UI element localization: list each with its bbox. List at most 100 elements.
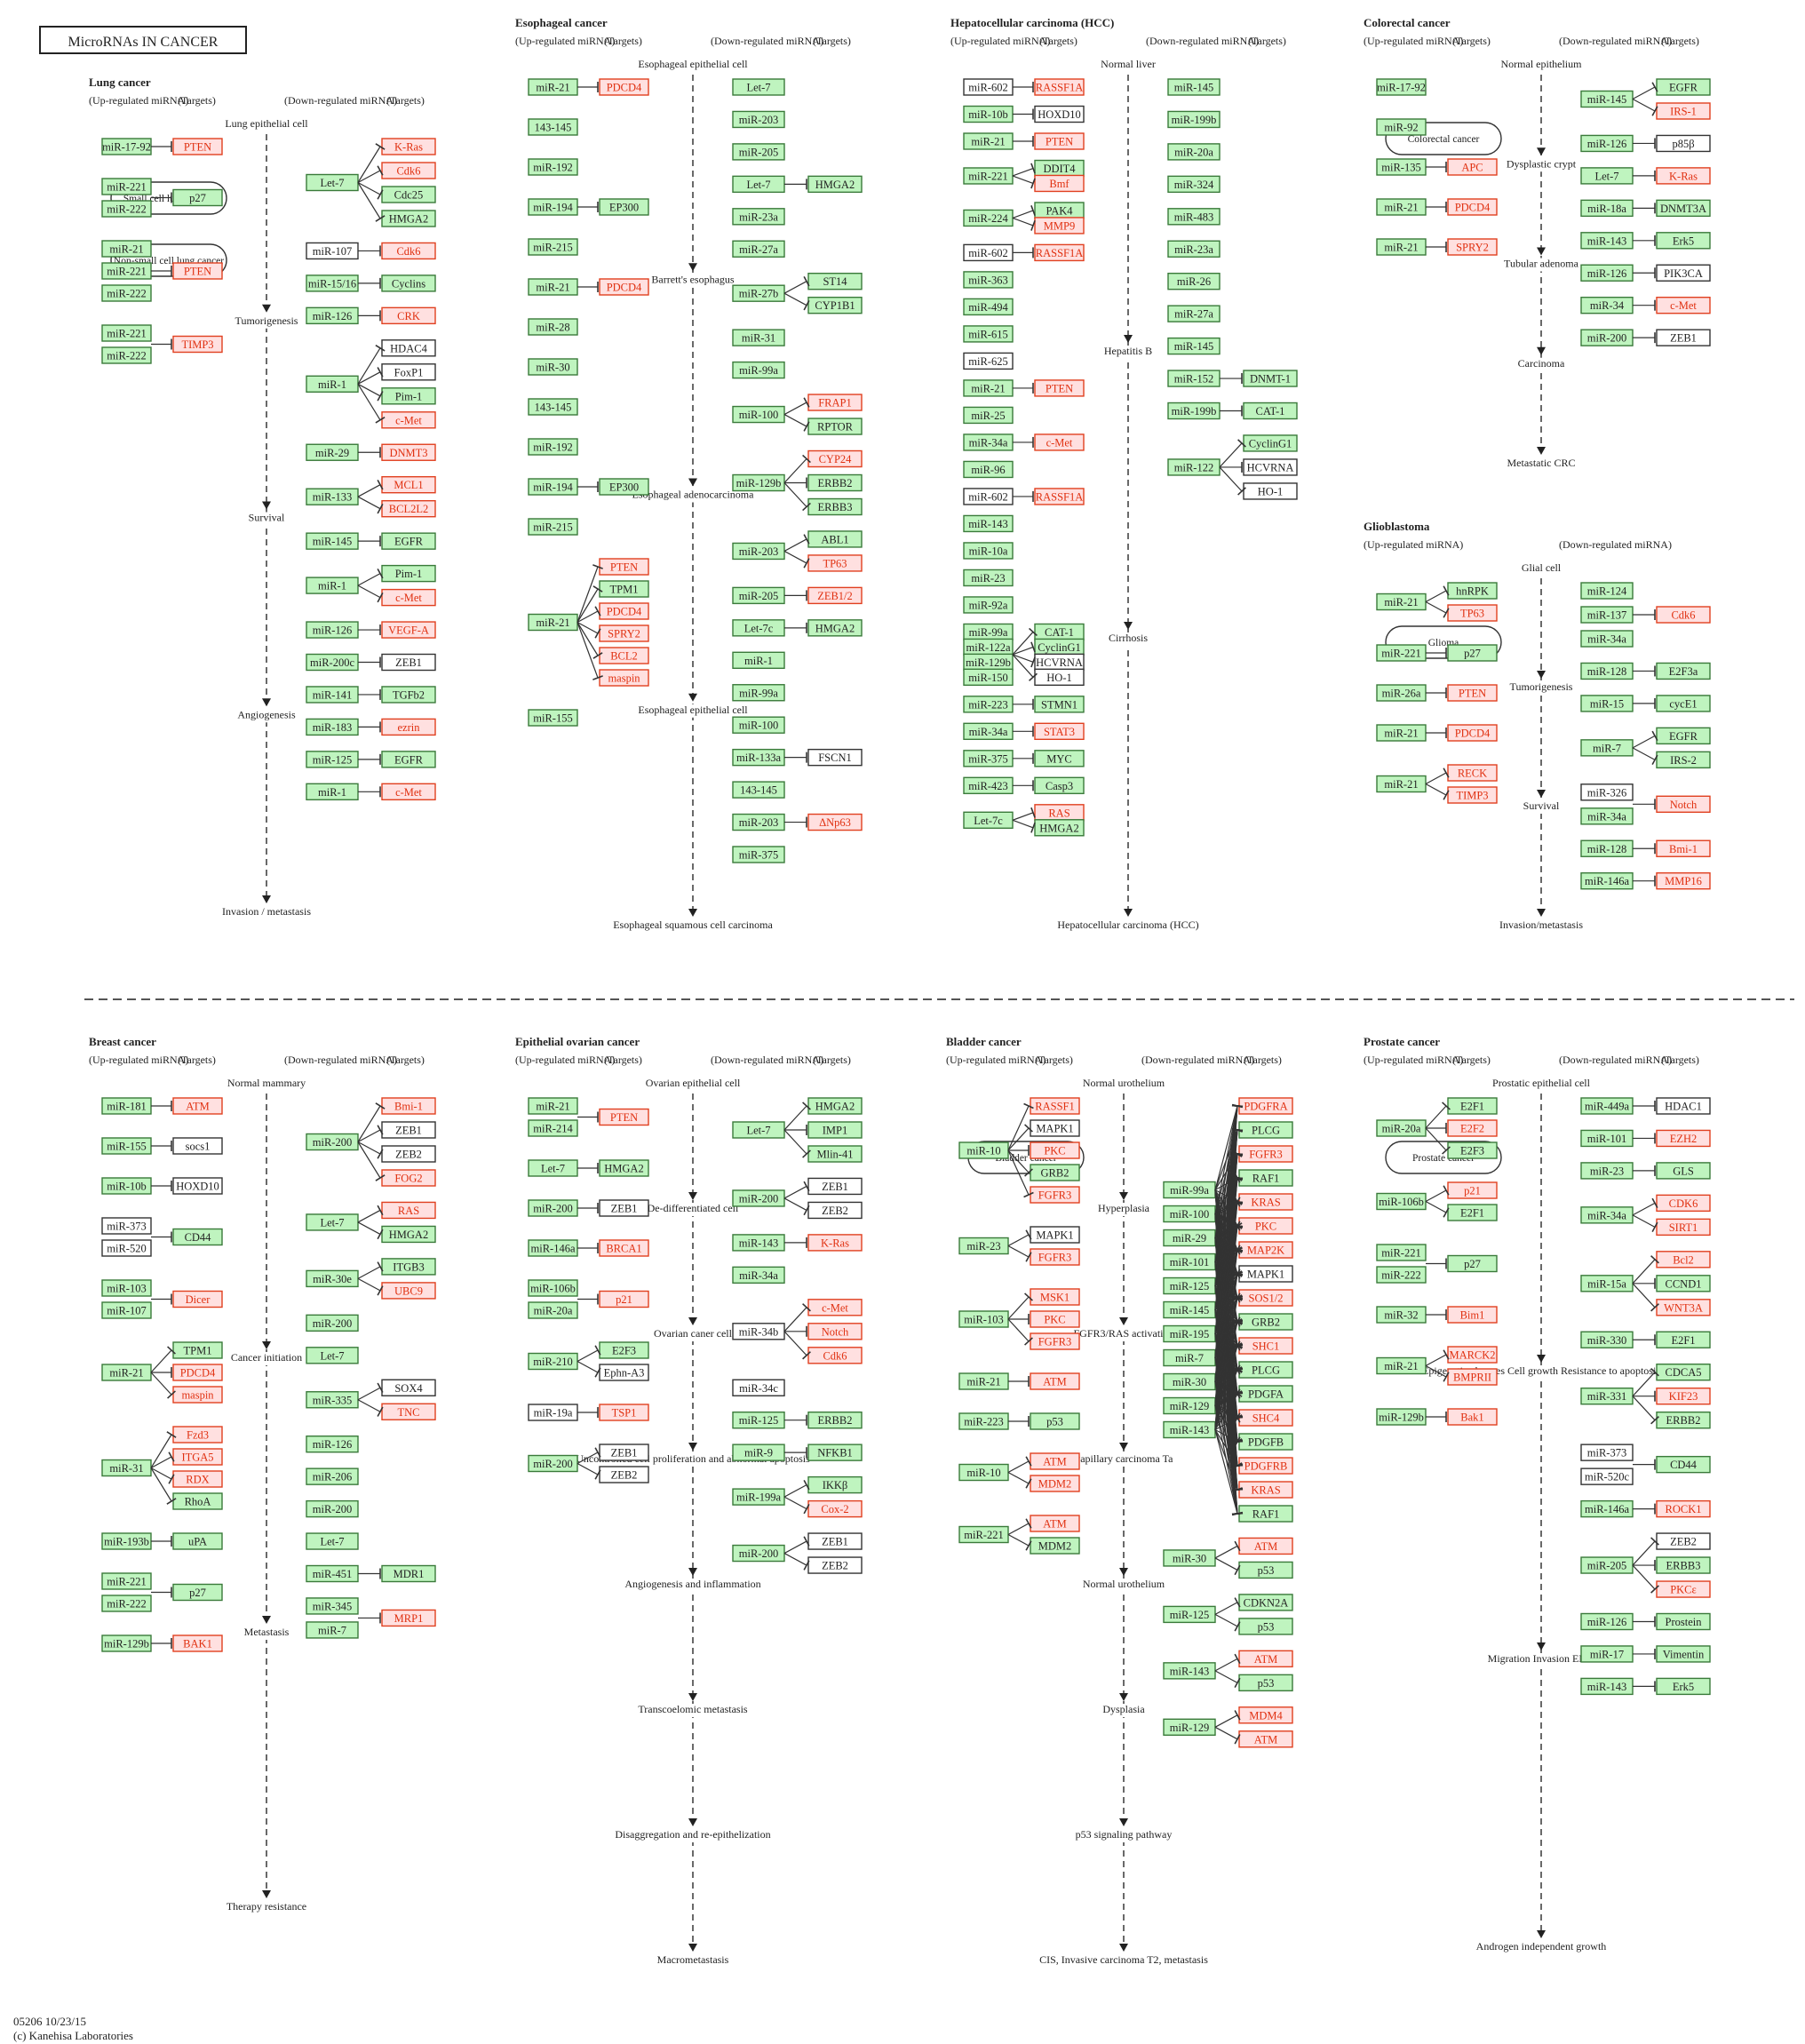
target-ddit4[interactable]: DDIT4	[1034, 159, 1085, 178]
target-p85[interactable]: p85β	[1656, 134, 1711, 153]
mirna-mir-143[interactable]: miR-143	[1580, 1677, 1634, 1696]
target-socs1[interactable]: socs1	[172, 1137, 223, 1155]
mirna-mir-200c[interactable]: miR-200c	[306, 653, 359, 672]
mirna-mir-106b[interactable]: miR-106b	[1376, 1192, 1427, 1211]
mirna-mir-103[interactable]: miR-103	[101, 1279, 152, 1297]
mirna-mir-330[interactable]: miR-330	[1580, 1331, 1634, 1348]
mirna-mir-423[interactable]: miR-423	[963, 776, 1014, 795]
mirna-mir-625[interactable]: miR-625	[963, 352, 1014, 370]
mirna-mir-92[interactable]: miR-92	[1376, 118, 1427, 136]
mirna-mir-92a[interactable]: miR-92a	[963, 596, 1014, 614]
target-pdgfra[interactable]: PDGFRA	[1238, 1097, 1293, 1115]
mirna-mir-28[interactable]: miR-28	[528, 318, 578, 336]
mirna-mir-122[interactable]: miR-122	[1167, 458, 1221, 476]
target-hmga2[interactable]: HMGA2	[807, 175, 863, 194]
target-st14[interactable]: ST14	[807, 273, 863, 290]
mirna-mir-224[interactable]: miR-224	[963, 209, 1014, 227]
target-ezrin[interactable]: ezrin	[381, 718, 436, 736]
target-itga5[interactable]: ITGA5	[172, 1448, 223, 1466]
target-erbb2[interactable]: ERBB2	[807, 1411, 863, 1429]
mirna-mir-27a[interactable]: miR-27a	[732, 240, 785, 258]
target-e2f3a[interactable]: E2F3a	[1656, 662, 1711, 680]
target-cyce1[interactable]: cycE1	[1656, 695, 1711, 712]
mirna-mir-17-92[interactable]: miR-17-92	[101, 138, 152, 155]
target-mlin-41[interactable]: Mlin-41	[807, 1145, 863, 1163]
target-grb2[interactable]: GRB2	[1030, 1164, 1080, 1181]
mirna-mir-451[interactable]: miR-451	[306, 1564, 359, 1583]
target-msk1[interactable]: MSK1	[1030, 1288, 1080, 1306]
target-marck2[interactable]: MARCK2	[1447, 1346, 1498, 1364]
mirna-mir-155[interactable]: miR-155	[101, 1137, 152, 1155]
target-p21[interactable]: p21	[1447, 1181, 1498, 1199]
target-cyp24[interactable]: CYP24	[807, 449, 863, 468]
target-hdac4[interactable]: HDAC4	[381, 339, 436, 357]
mirna-mir-375[interactable]: miR-375	[963, 750, 1014, 767]
target-p53[interactable]: p53	[1238, 1674, 1293, 1692]
target-tpm1[interactable]: TPM1	[172, 1341, 223, 1359]
mirna-mir-34a[interactable]: miR-34a	[1580, 807, 1634, 825]
mirna-mir-19a[interactable]: miR-19a	[528, 1404, 578, 1421]
mirna-mir-21[interactable]: miR-21	[528, 1097, 578, 1115]
target-p53[interactable]: p53	[1238, 1618, 1293, 1635]
mirna-mir-7[interactable]: miR-7	[1163, 1348, 1216, 1367]
target-fscn1[interactable]: FSCN1	[807, 748, 863, 767]
target-p27[interactable]: p27	[172, 1583, 223, 1602]
target-dicer[interactable]: Dicer	[172, 1290, 223, 1308]
target-bmprii[interactable]: BMPRII	[1447, 1368, 1498, 1386]
target-cdk6[interactable]: Cdk6	[1656, 606, 1711, 624]
target-ras[interactable]: RAS	[381, 1201, 436, 1220]
target-kras[interactable]: KRAS	[1238, 1481, 1293, 1499]
mirna-mir-26[interactable]: miR-26	[1167, 273, 1221, 290]
mirna-143-145[interactable]: 143-145	[528, 118, 578, 136]
target-atm[interactable]: ATM	[1238, 1537, 1293, 1555]
mirna-mir-449a[interactable]: miR-449a	[1580, 1097, 1634, 1115]
mirna-mir-145[interactable]: miR-145	[1167, 337, 1221, 355]
mirna-mir-183[interactable]: miR-183	[306, 718, 359, 736]
mirna-mir-193b[interactable]: miR-193b	[101, 1532, 152, 1550]
target-mdr1[interactable]: MDR1	[381, 1564, 436, 1583]
target-irs-1[interactable]: IRS-1	[1656, 102, 1711, 120]
target-shc4[interactable]: SHC4	[1238, 1409, 1293, 1427]
mirna-mir-18a[interactable]: miR-18a	[1580, 199, 1634, 218]
mirna-mir-1[interactable]: miR-1	[306, 375, 359, 393]
mirna-mir-99a[interactable]: miR-99a	[732, 361, 785, 379]
target-cyclins[interactable]: Cyclins	[381, 274, 436, 292]
target-tp63[interactable]: TP63	[807, 554, 863, 572]
mirna-mir-21[interactable]: miR-21	[1376, 198, 1427, 216]
mirna-mir-200[interactable]: miR-200	[528, 1199, 578, 1217]
mirna-mir-602[interactable]: miR-602	[963, 78, 1014, 96]
target-c-met[interactable]: c-Met	[1034, 433, 1085, 451]
target-ephn-a3[interactable]: Ephn-A3	[599, 1364, 649, 1381]
target-ho-1[interactable]: HO-1	[1243, 482, 1298, 500]
target-mrp1[interactable]: MRP1	[381, 1609, 436, 1627]
mirna-mir-34a[interactable]: miR-34a	[1580, 630, 1634, 648]
mirna-143-145[interactable]: 143-145	[528, 398, 578, 416]
mirna-mir-223[interactable]: miR-223	[963, 696, 1014, 713]
mirna-let-7[interactable]: Let-7	[1580, 167, 1634, 185]
mirna-mir-133[interactable]: miR-133	[306, 488, 359, 505]
target-e2f1[interactable]: E2F1	[1656, 1331, 1711, 1348]
target-tpm1[interactable]: TPM1	[599, 580, 649, 598]
target-rassf1a[interactable]: RASSF1A	[1034, 78, 1085, 96]
mirna-mir-222[interactable]: miR-222	[101, 1595, 152, 1612]
mirna-mir-222[interactable]: miR-222	[101, 284, 152, 302]
mirna-mir-222[interactable]: miR-222	[101, 346, 152, 364]
target-notch[interactable]: Notch	[807, 1323, 863, 1340]
mirna-mir-145[interactable]: miR-145	[1580, 90, 1634, 108]
target-zeb1[interactable]: ZEB1	[807, 1177, 863, 1196]
mirna-mir-129b[interactable]: miR-129b	[963, 653, 1014, 672]
mirna-let-7c[interactable]: Let-7c	[963, 811, 1014, 829]
mirna-mir-107[interactable]: miR-107	[101, 1301, 152, 1319]
target-zeb2[interactable]: ZEB2	[807, 1556, 863, 1574]
target-pdcd4[interactable]: PDCD4	[599, 602, 649, 620]
mirna-mir-15a[interactable]: miR-15a	[1580, 1275, 1634, 1292]
target-e2f1[interactable]: E2F1	[1447, 1204, 1498, 1221]
target-wnt3a[interactable]: WNT3A	[1656, 1299, 1711, 1316]
target-myc[interactable]: MYC	[1034, 750, 1085, 767]
mirna-mir-125[interactable]: miR-125	[1163, 1277, 1216, 1295]
target-itgb3[interactable]: ITGB3	[381, 1258, 436, 1276]
target-bmf[interactable]: Bmf	[1034, 174, 1085, 193]
target-map2k[interactable]: MAP2K	[1238, 1241, 1293, 1259]
target-spry2[interactable]: SPRY2	[599, 624, 649, 642]
target-hnrpk[interactable]: hnRPK	[1447, 582, 1498, 600]
